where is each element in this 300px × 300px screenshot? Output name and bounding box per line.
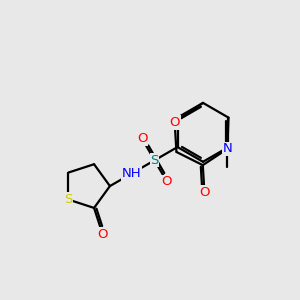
Text: O: O: [137, 132, 147, 146]
Text: O: O: [162, 175, 172, 188]
Text: O: O: [98, 228, 108, 241]
Text: N: N: [223, 142, 232, 155]
Text: S: S: [64, 193, 73, 206]
Text: NH: NH: [122, 167, 141, 180]
Text: O: O: [199, 186, 210, 199]
Text: O: O: [169, 116, 180, 129]
Text: S: S: [150, 154, 159, 167]
